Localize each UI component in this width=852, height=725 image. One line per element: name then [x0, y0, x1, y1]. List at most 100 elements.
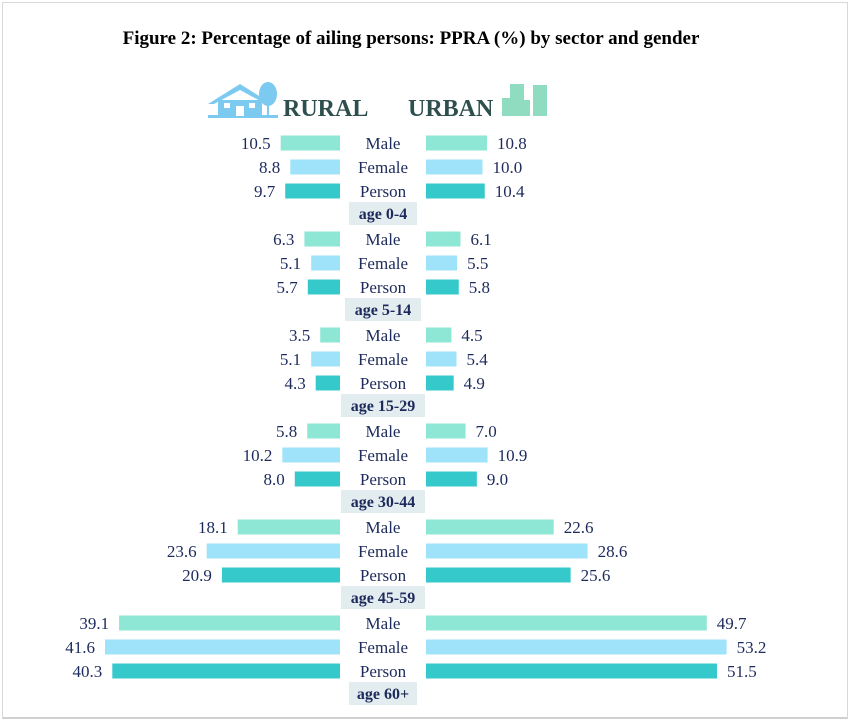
data-label-rural: 5.8	[276, 422, 297, 441]
bar-rural-person	[285, 183, 340, 199]
data-label-rural: 23.6	[167, 542, 197, 561]
gender-label: Person	[360, 182, 407, 201]
house-tree-icon	[208, 82, 278, 118]
data-label-urban: 5.4	[467, 350, 489, 369]
data-label-urban: 51.5	[727, 662, 757, 681]
data-label-rural: 20.9	[182, 566, 212, 585]
bar-urban-female	[426, 351, 457, 367]
gender-label: Male	[366, 518, 401, 537]
age-group-label-bg	[345, 298, 421, 321]
data-label-urban: 5.8	[469, 278, 490, 297]
bar-rural-male	[237, 519, 340, 535]
age-group-label: age 45-59	[351, 590, 415, 607]
bar-rural-person	[112, 663, 341, 679]
age-group-label-bg	[341, 586, 425, 609]
gender-label: Male	[366, 422, 401, 441]
gender-label: Person	[360, 278, 407, 297]
bar-urban-male	[426, 423, 466, 439]
bar-rural-person	[294, 471, 340, 487]
data-label-urban: 10.4	[495, 182, 525, 201]
bar-rural-person	[307, 279, 340, 295]
data-label-urban: 7.0	[476, 422, 497, 441]
gender-label: Female	[358, 638, 408, 657]
bar-rural-female	[104, 639, 341, 655]
data-label-rural: 6.3	[273, 230, 294, 249]
gender-label: Person	[360, 374, 407, 393]
data-label-urban: 22.6	[564, 518, 594, 537]
age-group-label: age 15-29	[351, 398, 415, 415]
age-group-label-bg	[349, 682, 417, 705]
bar-rural-male	[304, 231, 340, 247]
bar-rural-male	[320, 327, 340, 343]
bar-urban-male	[426, 519, 554, 535]
bar-urban-person	[426, 183, 485, 199]
city-buildings-icon	[502, 84, 547, 116]
data-label-rural: 18.1	[198, 518, 228, 537]
bar-urban-female	[426, 639, 727, 655]
sector-label-rural: RURAL	[283, 96, 368, 122]
age-group-label: age 30-44	[351, 494, 415, 511]
bar-rural-person	[221, 567, 340, 583]
bar-urban-male	[426, 231, 461, 247]
gender-label: Female	[358, 254, 408, 273]
gender-label: Male	[366, 230, 401, 249]
bar-rural-male	[280, 135, 340, 151]
data-label-rural: 3.5	[289, 326, 310, 345]
bar-rural-male	[307, 423, 340, 439]
age-group-label-bg	[349, 202, 417, 225]
data-label-urban: 5.5	[467, 254, 488, 273]
gender-label: Person	[360, 566, 407, 585]
gender-label: Male	[366, 326, 401, 345]
bar-rural-female	[290, 159, 340, 175]
data-label-rural: 5.1	[280, 350, 301, 369]
bar-urban-male	[426, 615, 707, 631]
data-label-urban: 25.6	[581, 566, 611, 585]
bar-urban-person	[426, 279, 459, 295]
bar-urban-female	[426, 159, 483, 175]
data-label-urban: 6.1	[470, 230, 491, 249]
age-group-label: age 0-4	[359, 206, 407, 223]
data-label-urban: 53.2	[737, 638, 767, 657]
data-label-rural: 5.1	[280, 254, 301, 273]
age-group-label-bg	[341, 490, 425, 513]
data-label-urban: 28.6	[598, 542, 628, 561]
data-label-rural: 8.8	[259, 158, 280, 177]
data-label-rural: 4.3	[284, 374, 305, 393]
bar-urban-person	[426, 663, 717, 679]
data-label-urban: 9.0	[487, 470, 508, 489]
bar-urban-female	[426, 543, 588, 559]
bar-rural-female	[282, 447, 340, 463]
bar-rural-female	[311, 255, 340, 271]
bar-urban-person	[426, 471, 477, 487]
bar-urban-male	[426, 135, 488, 151]
data-label-urban: 10.0	[493, 158, 523, 177]
bar-rural-female	[206, 543, 340, 559]
age-group-label: age 5-14	[355, 302, 411, 319]
data-label-urban: 10.8	[497, 134, 527, 153]
data-label-rural: 9.7	[254, 182, 276, 201]
data-label-rural: 41.6	[65, 638, 95, 657]
data-label-rural: 10.2	[243, 446, 273, 465]
sector-label-urban: URBAN	[408, 96, 494, 122]
gender-label: Female	[358, 158, 408, 177]
bar-rural-person	[315, 375, 340, 391]
data-label-rural: 40.3	[73, 662, 103, 681]
data-label-rural: 10.5	[241, 134, 271, 153]
gender-label: Person	[360, 662, 407, 681]
bar-urban-female	[426, 255, 458, 271]
data-label-urban: 4.5	[461, 326, 482, 345]
bar-rural-male	[119, 615, 341, 631]
bar-urban-person	[426, 375, 454, 391]
bar-rural-female	[311, 351, 340, 367]
data-label-urban: 4.9	[464, 374, 485, 393]
data-label-rural: 5.7	[277, 278, 299, 297]
age-group-label-bg	[341, 394, 425, 417]
data-label-urban: 49.7	[717, 614, 747, 633]
gender-label: Person	[360, 470, 407, 489]
gender-label: Female	[358, 446, 408, 465]
data-label-rural: 8.0	[264, 470, 285, 489]
gender-label: Female	[358, 542, 408, 561]
age-group-label: age 60+	[357, 686, 409, 703]
